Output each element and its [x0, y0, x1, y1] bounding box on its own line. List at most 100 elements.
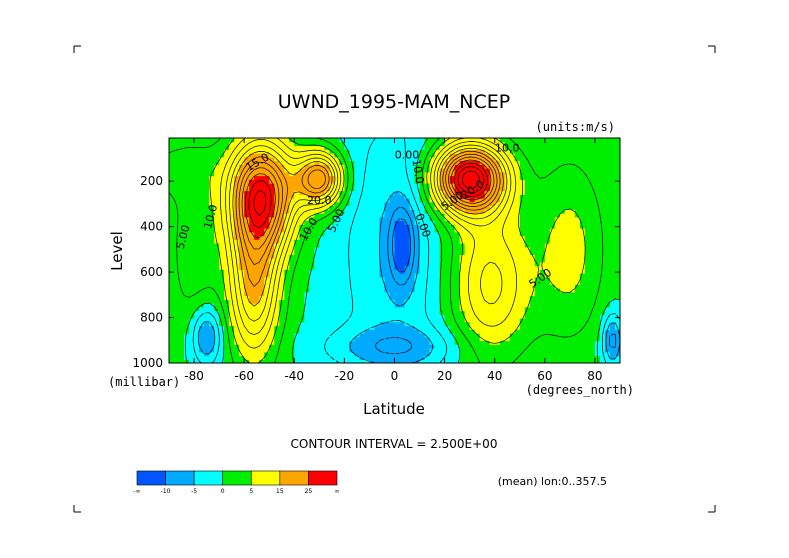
- field-cell: [344, 269, 350, 274]
- field-cell: [514, 276, 521, 282]
- field-cell: [269, 321, 275, 327]
- field-cell: [339, 205, 345, 210]
- field-cell: [269, 198, 275, 203]
- field-cell: [594, 164, 601, 169]
- field-cell: [254, 321, 260, 327]
- field-cell: [329, 295, 335, 300]
- field-cell: [384, 254, 391, 259]
- field-cell: [304, 299, 310, 304]
- field-cell: [279, 153, 285, 158]
- field-cell: [399, 295, 406, 300]
- field-cell: [319, 171, 325, 177]
- field-cell: [359, 280, 366, 285]
- field-cell: [459, 284, 466, 289]
- field-cell: [404, 231, 411, 237]
- field-cell: [244, 224, 250, 229]
- field-cell: [474, 168, 481, 173]
- field-cell: [364, 243, 371, 248]
- field-cell: [464, 156, 471, 162]
- field-cell: [554, 228, 561, 233]
- field-cell: [549, 336, 556, 342]
- field-cell: [209, 280, 215, 285]
- field-cell: [244, 198, 250, 203]
- field-cell: [489, 321, 496, 327]
- field-cell: [599, 179, 606, 184]
- field-cell: [319, 213, 325, 218]
- field-cell: [564, 190, 571, 195]
- field-cell: [299, 265, 305, 270]
- field-cell: [509, 329, 516, 334]
- field-cell: [334, 164, 340, 169]
- field-cell: [524, 291, 531, 297]
- field-cell: [279, 314, 285, 319]
- field-cell: [294, 333, 300, 338]
- field-cell: [529, 321, 536, 327]
- field-cell: [204, 160, 210, 165]
- field-cell: [249, 348, 255, 353]
- field-cell: [464, 205, 471, 210]
- field-cell: [519, 171, 526, 177]
- field-cell: [379, 254, 386, 259]
- field-cell: [369, 276, 376, 282]
- field-cell: [299, 156, 305, 162]
- field-cell: [419, 194, 426, 199]
- field-cell: [309, 288, 315, 293]
- field-cell: [594, 235, 601, 240]
- field-cell: [174, 213, 180, 218]
- field-cell: [429, 194, 436, 199]
- field-cell: [529, 198, 536, 203]
- field-cell: [344, 310, 350, 315]
- field-cell: [264, 314, 270, 319]
- field-cell: [609, 243, 616, 248]
- field-cell: [379, 160, 386, 165]
- field-cell: [174, 303, 180, 308]
- field-cell: [409, 258, 416, 263]
- field-cell: [539, 295, 546, 300]
- field-cell: [399, 201, 406, 207]
- field-cell: [339, 258, 345, 263]
- field-cell: [539, 160, 546, 165]
- field-cell: [519, 321, 526, 327]
- field-cell: [354, 261, 361, 267]
- field-cell: [554, 348, 561, 353]
- field-cell: [334, 269, 340, 274]
- field-cell: [439, 291, 446, 297]
- field-cell: [224, 209, 230, 214]
- field-cell: [474, 160, 481, 165]
- field-cell: [209, 156, 215, 162]
- field-cell: [379, 321, 386, 327]
- field-cell: [439, 194, 446, 199]
- field-cell: [404, 351, 411, 357]
- field-cell: [189, 351, 195, 357]
- field-cell: [324, 258, 330, 263]
- field-cell: [174, 355, 180, 360]
- field-cell: [334, 344, 340, 349]
- field-cell: [294, 156, 300, 162]
- field-cell: [564, 314, 571, 319]
- field-cell: [474, 220, 481, 225]
- field-cell: [429, 231, 436, 237]
- field-cell: [179, 333, 185, 338]
- field-cell: [389, 333, 396, 338]
- field-cell: [569, 220, 576, 225]
- field-cell: [289, 258, 295, 263]
- field-cell: [284, 280, 290, 285]
- field-cell: [274, 250, 280, 255]
- field-cell: [574, 216, 581, 222]
- field-cell: [339, 216, 345, 222]
- field-cell: [204, 239, 210, 244]
- field-cell: [199, 156, 205, 162]
- field-cell: [384, 276, 391, 282]
- field-cell: [454, 303, 461, 308]
- field-cell: [199, 355, 205, 360]
- field-cell: [289, 288, 295, 293]
- field-cell: [364, 175, 371, 180]
- field-cell: [259, 175, 265, 180]
- field-cell: [589, 329, 596, 334]
- field-cell: [174, 359, 180, 363]
- field-cell: [244, 348, 250, 353]
- field-cell: [379, 261, 386, 267]
- field-cell: [184, 224, 190, 229]
- field-cell: [299, 306, 305, 312]
- field-cell: [234, 273, 240, 278]
